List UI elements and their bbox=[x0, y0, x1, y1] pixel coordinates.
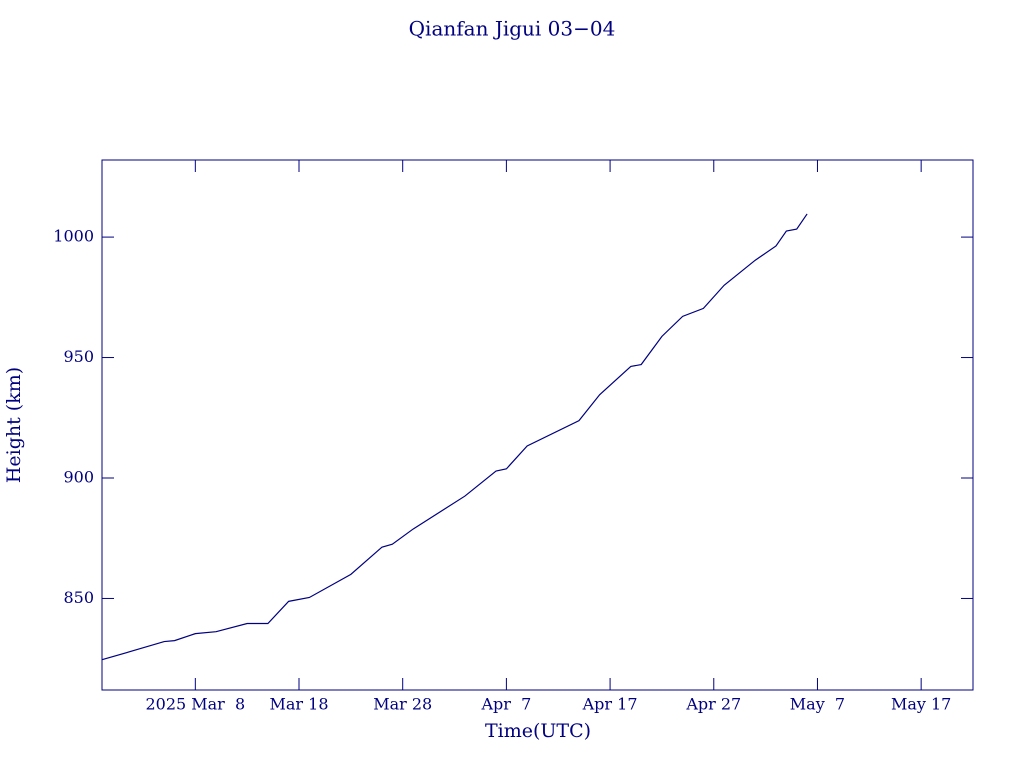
x-tick-label: 2025 Mar 8 bbox=[145, 695, 245, 714]
y-tick-label: 1000 bbox=[53, 227, 94, 246]
y-tick-label: 950 bbox=[63, 347, 94, 366]
x-tick-label: Apr 17 bbox=[582, 695, 638, 714]
x-tick-label: Mar 28 bbox=[373, 695, 432, 714]
chart-title: Qianfan Jigui 03−04 bbox=[409, 17, 616, 41]
y-axis-label: Height (km) bbox=[3, 367, 25, 483]
x-tick-label: May 17 bbox=[891, 695, 951, 714]
x-tick-label: Mar 18 bbox=[270, 695, 329, 714]
x-tick-label: Apr 27 bbox=[685, 695, 741, 714]
x-tick-label: Apr 7 bbox=[480, 695, 531, 714]
data-line bbox=[101, 213, 808, 661]
x-tick-label: May 7 bbox=[790, 695, 845, 714]
x-axis-label: Time(UTC) bbox=[485, 720, 591, 742]
y-tick-label: 850 bbox=[63, 588, 94, 607]
plot-frame bbox=[101, 159, 974, 691]
y-tick-label: 900 bbox=[63, 468, 94, 487]
